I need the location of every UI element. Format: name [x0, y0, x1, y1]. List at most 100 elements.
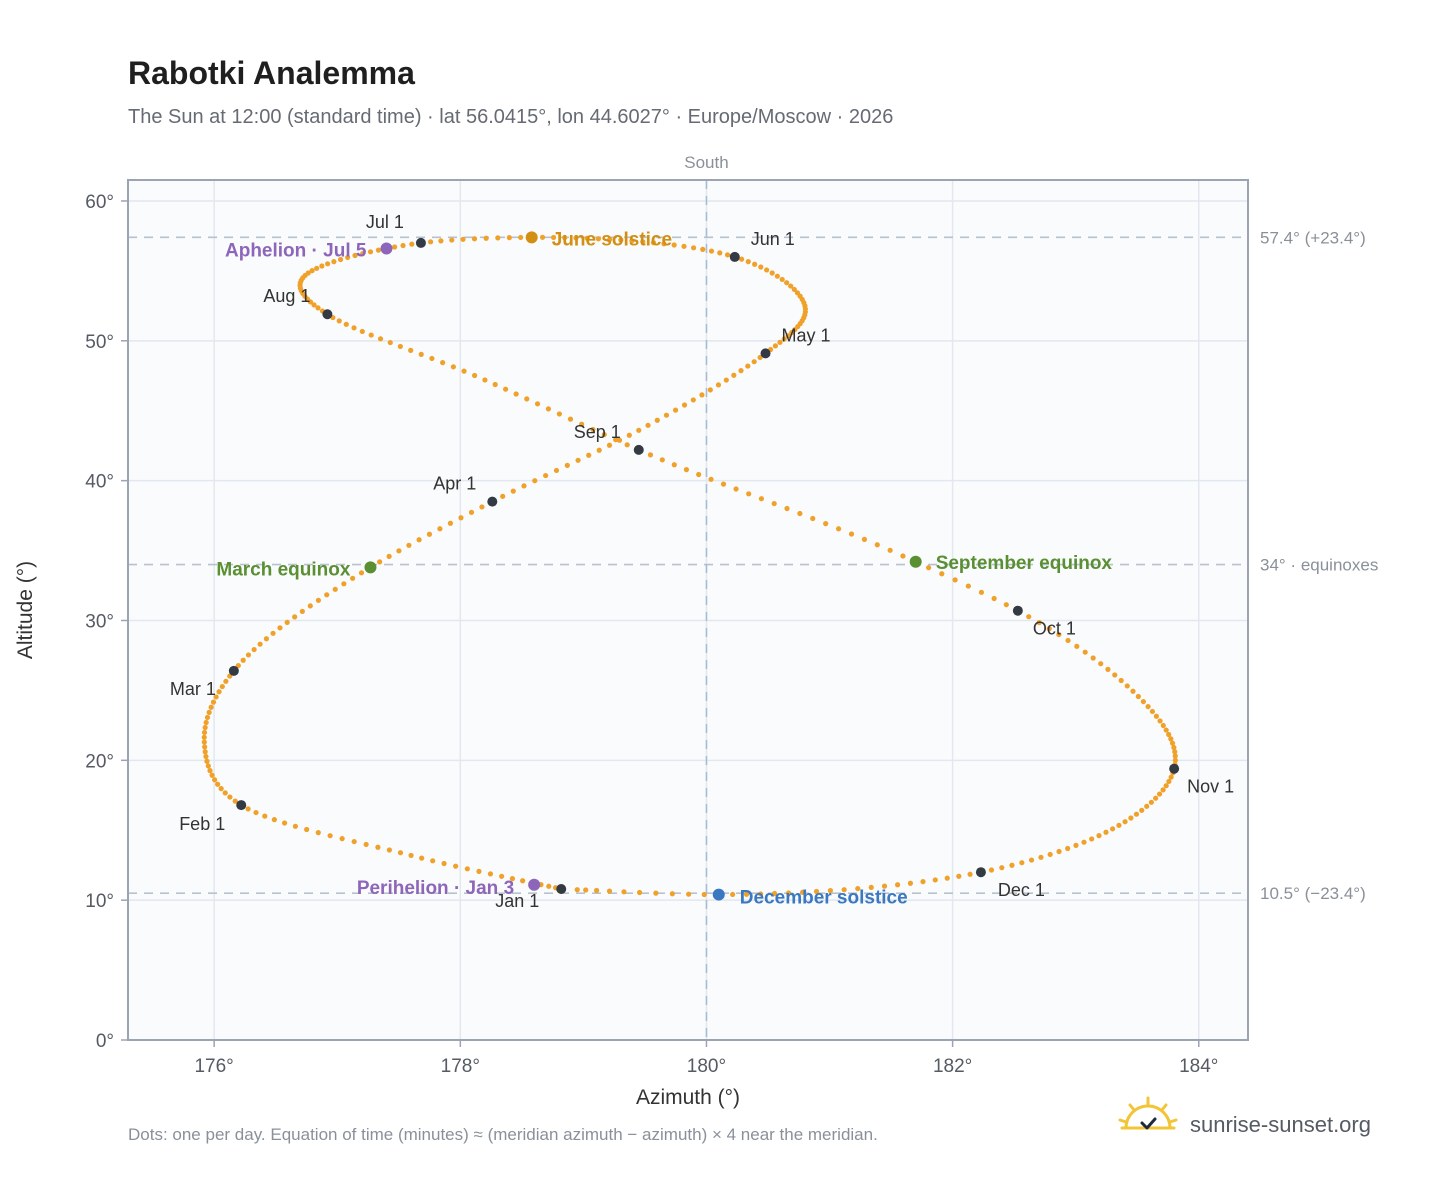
daily-dot [654, 417, 660, 423]
daily-dot [1153, 795, 1159, 801]
daily-dot [708, 248, 715, 254]
daily-dot [201, 739, 207, 745]
daily-dot [550, 234, 557, 241]
daily-dot [343, 321, 349, 327]
daily-dot [304, 826, 310, 833]
daily-dot [1098, 661, 1104, 667]
daily-dot [1046, 626, 1052, 632]
daily-dot [360, 251, 366, 257]
daily-dot [715, 382, 722, 388]
daily-dot [650, 240, 657, 246]
daily-dot [416, 537, 422, 543]
daily-dot [1047, 851, 1053, 858]
month-marker [1012, 605, 1023, 616]
daily-dot [1105, 666, 1111, 672]
y-tick-label: 0° [96, 1031, 114, 1052]
daily-dot [453, 863, 459, 869]
month-marker [415, 237, 426, 248]
meridian-label: South [684, 153, 728, 172]
daily-dot [1116, 822, 1122, 828]
daily-dot [681, 243, 687, 249]
daily-dot [1009, 862, 1015, 868]
daily-dot [661, 241, 667, 247]
reference-line-label: 10.5° (−23.4°) [1260, 884, 1366, 903]
daily-dot [1124, 683, 1130, 689]
daily-dot [309, 268, 315, 274]
daily-dot [281, 820, 288, 826]
daily-dot [758, 496, 765, 502]
daily-dot [991, 595, 997, 602]
daily-dot [368, 332, 374, 338]
daily-dot [513, 391, 519, 397]
daily-dot [235, 662, 241, 669]
daily-dot [386, 847, 392, 853]
daily-dot [1003, 602, 1009, 608]
daily-dot [471, 236, 478, 242]
daily-dot [952, 577, 958, 583]
daily-dot [596, 447, 602, 453]
daily-dot [738, 368, 744, 374]
daily-dot [327, 833, 333, 839]
daily-dot [534, 401, 541, 407]
x-tick-label: 182° [933, 1056, 972, 1077]
daily-dot [640, 239, 646, 245]
daily-dot [978, 589, 985, 595]
daily-dot [375, 844, 381, 850]
daily-dot [659, 457, 665, 463]
daily-dot [397, 343, 403, 350]
daily-dot [521, 483, 527, 489]
daily-dot [499, 873, 505, 879]
daily-dot [663, 412, 670, 418]
daily-dot [894, 882, 901, 888]
daily-dot [1028, 857, 1035, 863]
daily-dot [920, 879, 926, 885]
daily-dot [210, 699, 217, 705]
daily-dot [1122, 819, 1128, 825]
daily-dot [315, 305, 321, 311]
daily-dot [468, 509, 475, 515]
month-label: Dec 1 [998, 880, 1045, 900]
daily-dot [613, 437, 619, 443]
daily-dot [1056, 631, 1062, 638]
y-tick-label: 60° [85, 192, 114, 213]
daily-dot [307, 299, 314, 305]
daily-dot [813, 888, 820, 895]
daily-dot [731, 372, 737, 378]
daily-dot [733, 486, 739, 492]
daily-dot [325, 261, 331, 267]
daily-dot [1065, 845, 1071, 852]
daily-dot [874, 542, 880, 548]
daily-dot [311, 302, 317, 308]
daily-dot [1103, 829, 1109, 835]
daily-dot [595, 236, 602, 242]
daily-dot [788, 283, 794, 289]
daily-dot [593, 887, 600, 894]
daily-dot [495, 235, 501, 241]
daily-dot [1026, 614, 1032, 620]
daily-dot [1128, 815, 1134, 821]
daily-dot [1135, 693, 1141, 700]
daily-dot [772, 343, 779, 349]
daily-dot [201, 729, 208, 736]
daily-dot [621, 889, 627, 895]
event-label: June solstice [552, 229, 672, 250]
daily-dot [967, 871, 973, 877]
daily-dot [500, 493, 506, 499]
daily-dot [671, 242, 677, 248]
daily-dot [743, 891, 750, 897]
daily-dot [426, 531, 433, 537]
daily-dot [209, 772, 215, 778]
month-label: Oct 1 [1033, 619, 1076, 639]
daily-dot [707, 387, 713, 393]
daily-dot [397, 850, 404, 856]
daily-dot [944, 875, 950, 881]
daily-dot [532, 478, 538, 484]
daily-dot [206, 709, 212, 715]
daily-dot [299, 608, 305, 614]
daily-dot [461, 368, 467, 374]
daily-dot [1140, 698, 1146, 705]
daily-dot [868, 884, 874, 891]
daily-dot [545, 406, 552, 412]
daily-dot [708, 476, 714, 482]
daily-dot [696, 471, 702, 478]
